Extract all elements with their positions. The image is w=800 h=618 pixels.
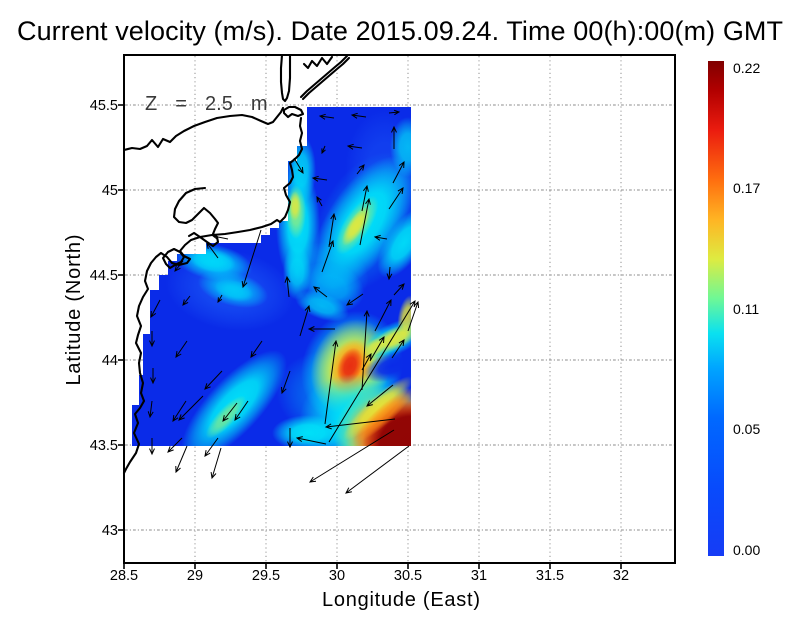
svg-text:43.5: 43.5 <box>90 438 118 454</box>
svg-text:44: 44 <box>102 353 118 369</box>
svg-text:44.5: 44.5 <box>90 268 118 284</box>
svg-text:29.5: 29.5 <box>252 568 280 584</box>
svg-text:Current velocity (m/s). Date 2: Current velocity (m/s). Date 2015.09.24.… <box>17 16 783 46</box>
svg-text:Longitude (East): Longitude (East) <box>322 589 480 611</box>
svg-text:45: 45 <box>102 183 118 199</box>
svg-text:32: 32 <box>613 568 629 584</box>
svg-text:0.17: 0.17 <box>733 180 760 196</box>
svg-text:31: 31 <box>471 568 487 584</box>
svg-text:31.5: 31.5 <box>536 568 564 584</box>
svg-text:45.5: 45.5 <box>90 98 118 114</box>
svg-text:0.00: 0.00 <box>733 542 760 558</box>
svg-text:0.22: 0.22 <box>733 60 760 76</box>
svg-text:Latitude (North): Latitude (North) <box>63 235 85 386</box>
svg-text:Z = 2.5 m: Z = 2.5 m <box>145 93 268 115</box>
svg-text:43: 43 <box>102 523 118 539</box>
svg-text:0.11: 0.11 <box>733 301 759 317</box>
svg-text:0.05: 0.05 <box>733 421 760 437</box>
svg-text:29: 29 <box>187 568 203 584</box>
svg-text:30: 30 <box>329 568 345 584</box>
svg-text:30.5: 30.5 <box>394 568 422 584</box>
svg-text:28.5: 28.5 <box>110 568 138 584</box>
